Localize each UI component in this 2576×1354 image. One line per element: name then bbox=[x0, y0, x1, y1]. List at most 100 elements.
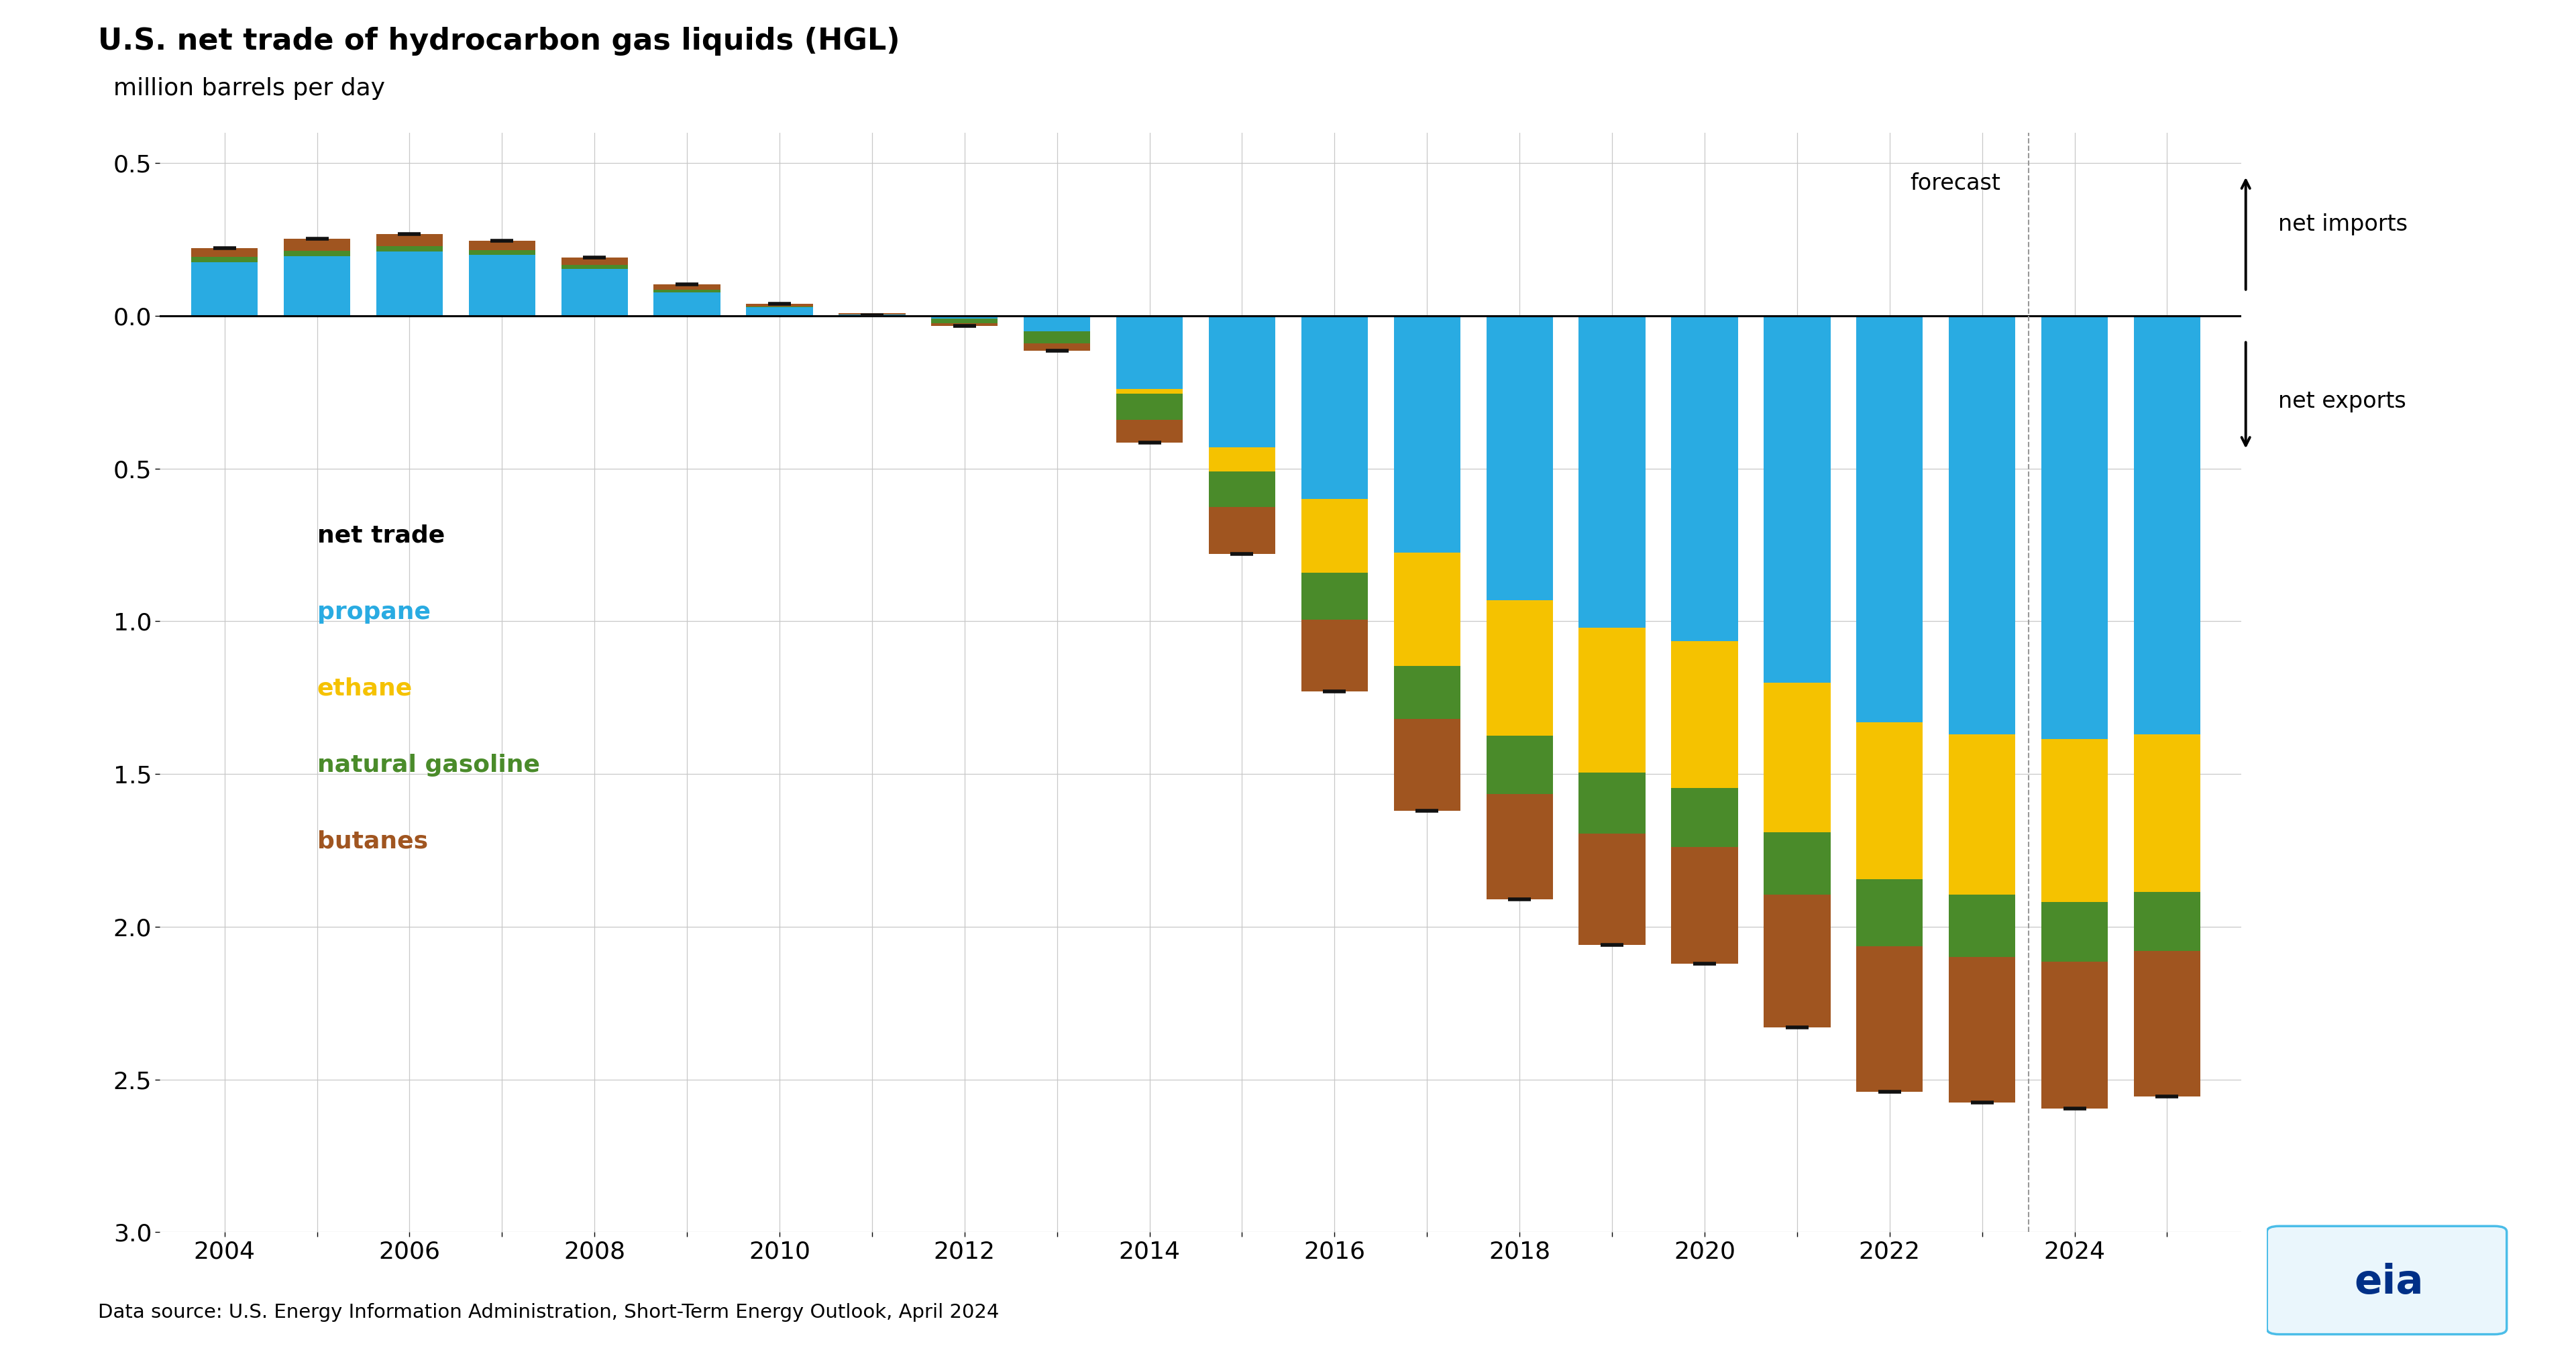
Bar bbox=[1486, 793, 1553, 899]
Point bbox=[204, 237, 245, 259]
Point bbox=[2053, 1098, 2094, 1120]
Bar bbox=[191, 257, 258, 263]
Bar bbox=[1301, 573, 1368, 620]
Bar bbox=[840, 314, 904, 315]
Bar bbox=[469, 250, 536, 255]
Bar bbox=[1115, 420, 1182, 443]
Bar bbox=[1115, 315, 1182, 389]
Point bbox=[943, 315, 984, 337]
Bar bbox=[1672, 642, 1739, 788]
Point bbox=[482, 230, 523, 252]
Text: net exports: net exports bbox=[2277, 390, 2406, 413]
Bar bbox=[747, 305, 814, 306]
Bar bbox=[1672, 315, 1739, 642]
Point bbox=[853, 305, 894, 326]
Point bbox=[1221, 543, 1262, 565]
Text: U.S. net trade of hydrocarbon gas liquids (HGL): U.S. net trade of hydrocarbon gas liquid… bbox=[98, 27, 899, 56]
Bar bbox=[1672, 788, 1739, 848]
Bar bbox=[1301, 315, 1368, 500]
Bar bbox=[1023, 332, 1090, 344]
Point bbox=[1036, 340, 1077, 362]
Bar bbox=[1023, 315, 1090, 332]
Bar bbox=[1208, 506, 1275, 554]
Point bbox=[1685, 953, 1726, 975]
Bar bbox=[2133, 315, 2200, 734]
Bar bbox=[2040, 961, 2107, 1109]
Bar bbox=[1857, 722, 1922, 879]
Bar bbox=[1115, 394, 1182, 420]
Text: net trade: net trade bbox=[317, 524, 446, 547]
Bar bbox=[654, 292, 721, 315]
Bar bbox=[191, 248, 258, 257]
Bar bbox=[1394, 315, 1461, 552]
Bar bbox=[930, 318, 997, 324]
Point bbox=[1128, 432, 1170, 454]
Bar bbox=[1023, 344, 1090, 351]
Bar bbox=[1208, 447, 1275, 471]
Bar bbox=[1301, 620, 1368, 692]
Text: butanes: butanes bbox=[317, 830, 428, 853]
Bar bbox=[1950, 734, 2014, 895]
Bar bbox=[1857, 315, 1922, 722]
Bar bbox=[283, 256, 350, 315]
Bar bbox=[283, 250, 350, 256]
Bar bbox=[1394, 552, 1461, 666]
Bar bbox=[1765, 682, 1832, 833]
Text: natural gasoline: natural gasoline bbox=[317, 753, 541, 776]
Bar bbox=[1765, 833, 1832, 895]
Bar bbox=[2040, 739, 2107, 902]
Point bbox=[1870, 1080, 1911, 1102]
Bar bbox=[1394, 666, 1461, 719]
Bar bbox=[2040, 315, 2107, 739]
Bar bbox=[1672, 848, 1739, 964]
Text: ethane: ethane bbox=[317, 677, 412, 700]
Bar bbox=[562, 257, 629, 265]
Bar bbox=[840, 315, 904, 317]
Bar bbox=[376, 252, 443, 315]
Bar bbox=[283, 238, 350, 250]
Bar bbox=[1208, 315, 1275, 447]
Bar bbox=[654, 290, 721, 292]
Bar bbox=[376, 234, 443, 246]
Bar bbox=[1857, 946, 1922, 1091]
Point bbox=[2146, 1086, 2187, 1108]
Bar bbox=[1950, 957, 2014, 1102]
Point bbox=[389, 223, 430, 245]
Point bbox=[1499, 888, 1540, 910]
Bar bbox=[930, 324, 997, 326]
Point bbox=[760, 294, 801, 315]
Text: million barrels per day: million barrels per day bbox=[98, 77, 384, 100]
Point bbox=[574, 246, 616, 268]
Bar bbox=[1486, 600, 1553, 735]
Bar bbox=[1301, 500, 1368, 573]
Bar bbox=[1857, 879, 1922, 946]
Bar bbox=[562, 265, 629, 268]
Text: Data source: U.S. Energy Information Administration, Short-Term Energy Outlook, : Data source: U.S. Energy Information Adm… bbox=[98, 1303, 999, 1322]
Bar bbox=[1394, 719, 1461, 811]
Point bbox=[1960, 1091, 2002, 1113]
Bar bbox=[1579, 627, 1646, 773]
Bar bbox=[469, 241, 536, 250]
Point bbox=[1592, 934, 1633, 956]
Bar bbox=[1765, 315, 1832, 682]
Bar bbox=[1486, 735, 1553, 793]
Bar bbox=[747, 307, 814, 315]
Point bbox=[1314, 681, 1355, 703]
Bar bbox=[1486, 315, 1553, 600]
Bar bbox=[376, 246, 443, 252]
Text: propane: propane bbox=[317, 601, 430, 624]
Bar bbox=[2133, 734, 2200, 892]
Bar bbox=[469, 255, 536, 315]
Bar bbox=[1579, 773, 1646, 834]
Bar bbox=[1765, 895, 1832, 1028]
Bar bbox=[1115, 389, 1182, 394]
Bar bbox=[1950, 315, 2014, 734]
Bar bbox=[2040, 902, 2107, 961]
Bar bbox=[1579, 315, 1646, 627]
Bar bbox=[562, 268, 629, 315]
Point bbox=[667, 274, 708, 295]
FancyBboxPatch shape bbox=[2267, 1227, 2506, 1334]
Text: forecast: forecast bbox=[1911, 172, 2002, 195]
Bar bbox=[1579, 834, 1646, 945]
Bar bbox=[654, 284, 721, 290]
